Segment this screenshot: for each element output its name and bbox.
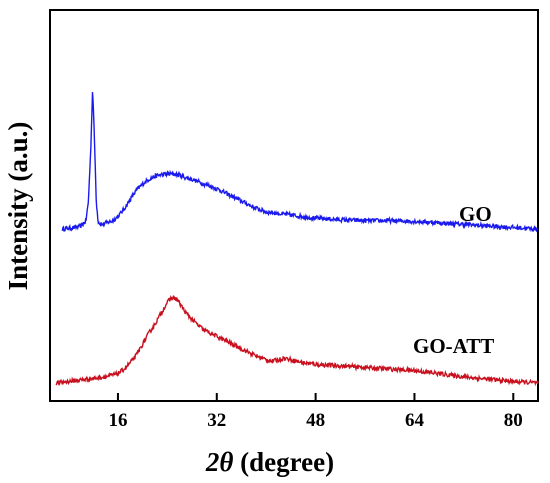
x-axis-title-theta: θ <box>219 447 233 477</box>
series-label-go: GO <box>459 202 492 226</box>
plot-frame <box>49 9 539 402</box>
x-axis-title-suffix: (degree) <box>233 447 334 477</box>
series-line-go <box>61 92 539 233</box>
y-axis-title: Intensity (a.u.) <box>3 122 33 291</box>
x-tick-label: 32 <box>207 410 226 431</box>
series-label-go-att: GO-ATT <box>413 334 494 358</box>
x-tick-label: 16 <box>108 410 127 431</box>
x-axis-title: 2θ (degree) <box>205 447 334 477</box>
x-axis: 16 32 48 64 80 <box>108 393 523 431</box>
x-tick-label: 48 <box>306 410 325 431</box>
series-layer <box>55 92 539 387</box>
x-tick-label: 64 <box>405 410 425 431</box>
x-axis-title-prefix: 2 <box>205 447 220 477</box>
series-line-go-att <box>55 294 539 387</box>
x-tick-label: 80 <box>504 410 523 431</box>
